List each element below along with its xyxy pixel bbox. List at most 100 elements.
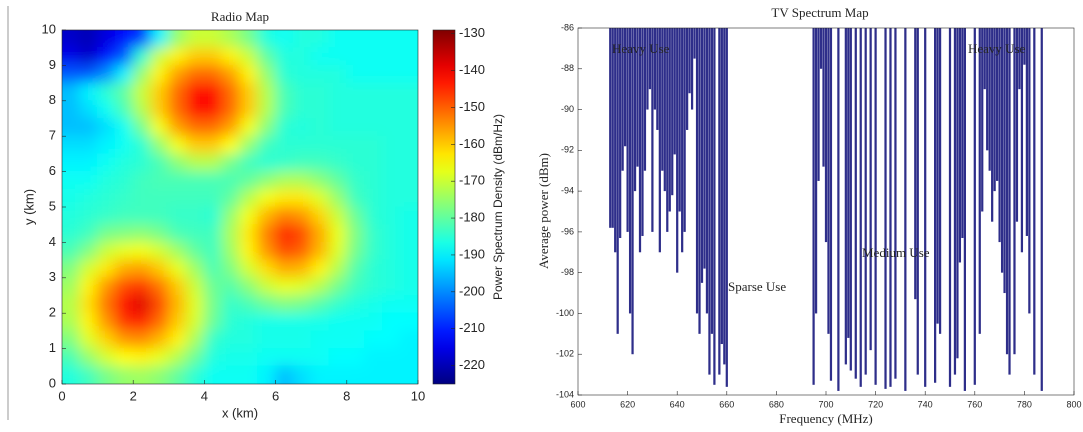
colorbar-tick-label: -200 bbox=[459, 283, 485, 298]
bar bbox=[956, 28, 959, 359]
heatmap-cell bbox=[310, 30, 330, 49]
heatmap-cell bbox=[221, 365, 241, 384]
annotation: Medium Use bbox=[862, 245, 930, 260]
heatmap-cell bbox=[132, 82, 152, 102]
heatmap-cell bbox=[97, 259, 116, 279]
bar bbox=[661, 28, 664, 171]
heatmap-cell bbox=[381, 259, 401, 279]
bar bbox=[700, 28, 704, 283]
bar bbox=[658, 28, 661, 253]
heatmap-cell bbox=[364, 47, 383, 66]
heatmap-cell bbox=[150, 348, 170, 367]
heatmap-cell bbox=[292, 30, 312, 49]
heatmap-cell bbox=[292, 118, 312, 137]
heatmap-cell bbox=[257, 348, 277, 367]
heatmap-cell bbox=[97, 153, 116, 173]
heatmap-cell bbox=[203, 206, 223, 226]
heatmap-cell bbox=[62, 135, 81, 155]
heatmap-cell bbox=[381, 118, 401, 137]
heatmap-cell bbox=[97, 47, 116, 66]
heatmap-cell bbox=[346, 206, 366, 226]
colorbar-tick-label: -130 bbox=[459, 25, 485, 40]
heatmap-cell bbox=[310, 135, 330, 155]
heatmap-cell bbox=[346, 171, 366, 190]
y-tick-label: 4 bbox=[49, 234, 56, 249]
colorbar-tick-label: -150 bbox=[459, 99, 485, 114]
heatmap-cell bbox=[399, 47, 418, 66]
heatmap-cell bbox=[150, 118, 170, 137]
heatmap-cell bbox=[364, 153, 383, 173]
heatmap-cell bbox=[239, 259, 259, 279]
heatmap-cell bbox=[203, 295, 223, 314]
heatmap-cell bbox=[221, 30, 241, 49]
bar bbox=[681, 28, 684, 253]
heatmap-cell bbox=[97, 135, 116, 155]
heatmap-cell bbox=[221, 47, 241, 66]
heatmap-cell bbox=[168, 365, 188, 384]
heatmap-cell bbox=[62, 47, 81, 66]
heatmap-cell bbox=[62, 312, 81, 332]
heatmap-cell bbox=[275, 312, 294, 332]
heatmap-cell bbox=[168, 295, 188, 314]
heatmap-cell bbox=[257, 30, 277, 49]
heatmap-cell bbox=[239, 312, 259, 332]
heatmap-cell bbox=[114, 188, 134, 208]
heatmap-cell bbox=[203, 135, 223, 155]
heatmap-cell bbox=[328, 206, 348, 226]
heatmap-cell bbox=[79, 312, 99, 332]
heatmap-cell bbox=[186, 188, 205, 208]
heatmap-cell bbox=[310, 64, 330, 84]
heatmap-cell bbox=[221, 135, 241, 155]
heatmap-cell bbox=[79, 171, 99, 190]
bar bbox=[998, 28, 1001, 243]
bar bbox=[938, 28, 942, 334]
heatmap-cell bbox=[132, 330, 152, 350]
bar bbox=[844, 28, 847, 365]
colorbar-tick-label: -140 bbox=[459, 62, 485, 77]
heatmap-cell bbox=[79, 82, 99, 102]
x-tick-label: 6 bbox=[272, 388, 279, 403]
bar bbox=[904, 28, 907, 391]
bar bbox=[725, 28, 728, 387]
bar bbox=[633, 28, 637, 192]
heatmap-cell bbox=[346, 153, 366, 173]
heatmap-cell bbox=[97, 241, 116, 261]
heatmap-cell bbox=[310, 295, 330, 314]
heatmap-cell bbox=[221, 153, 241, 173]
heatmap-cell bbox=[292, 153, 312, 173]
x-tick-label: 660 bbox=[719, 399, 734, 409]
heatmap-cell bbox=[292, 171, 312, 190]
heatmap-cell bbox=[399, 100, 418, 119]
heatmap-cell bbox=[132, 100, 152, 119]
y-tick-label: 7 bbox=[49, 128, 56, 143]
heatmap-cell bbox=[150, 82, 170, 102]
heatmap-cell bbox=[257, 277, 277, 296]
bar bbox=[611, 28, 614, 228]
heatmap-cell bbox=[186, 171, 205, 190]
y-tick-label: 3 bbox=[49, 269, 56, 284]
bar bbox=[619, 28, 622, 239]
bar bbox=[986, 28, 989, 151]
bar bbox=[703, 28, 706, 269]
heatmap-cell bbox=[150, 259, 170, 279]
heatmap-cell bbox=[168, 47, 188, 66]
heatmap-cell bbox=[381, 64, 401, 84]
heatmap-cell bbox=[168, 118, 188, 137]
y-tick-label: 6 bbox=[49, 163, 56, 178]
heatmap-cell bbox=[328, 295, 348, 314]
bar bbox=[991, 28, 994, 222]
heatmap-cell bbox=[79, 188, 99, 208]
y-tick-label: 8 bbox=[49, 92, 56, 107]
heatmap-cell bbox=[381, 153, 401, 173]
heatmap-cell bbox=[328, 135, 348, 155]
heatmap-cell bbox=[257, 312, 277, 332]
heatmap-cell bbox=[328, 348, 348, 367]
bar bbox=[884, 28, 887, 389]
chart-title: TV Spectrum Map bbox=[771, 5, 868, 20]
heatmap-cell bbox=[328, 188, 348, 208]
heatmap-cell bbox=[239, 206, 259, 226]
bar bbox=[829, 28, 833, 381]
heatmap-cell bbox=[79, 135, 99, 155]
x-tick-label: 0 bbox=[58, 388, 65, 403]
bar bbox=[653, 28, 656, 110]
